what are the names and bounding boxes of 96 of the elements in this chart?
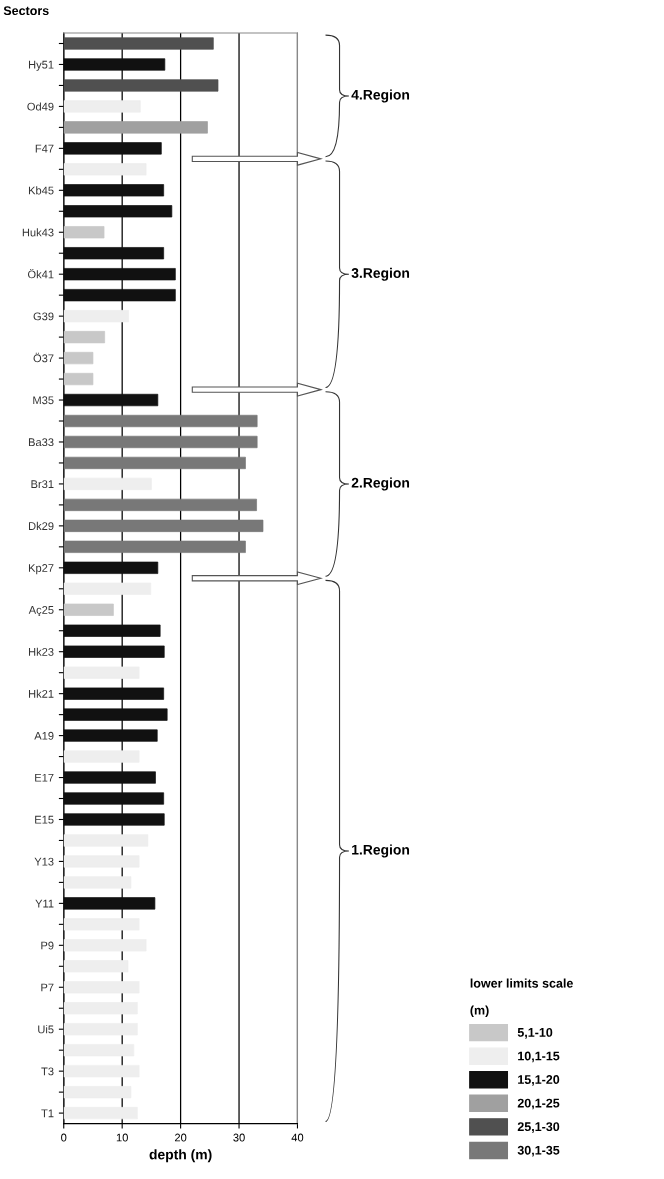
- bar: [63, 331, 105, 344]
- y-tick-label: F47: [35, 144, 54, 153]
- y-tick-label: Y13: [34, 857, 54, 866]
- y-tick-label: Aç25: [28, 606, 54, 617]
- bar: [63, 205, 173, 218]
- y-tick-label: T1: [41, 1109, 54, 1118]
- bar: [63, 918, 140, 931]
- y-tick-label: Dk29: [29, 521, 54, 530]
- text: 3.Region: [351, 267, 410, 281]
- bar: [63, 372, 94, 386]
- bar: [63, 351, 94, 365]
- y-tick-label: M35: [33, 396, 54, 405]
- legend-label: 10,1-15: [518, 1051, 560, 1063]
- y-tick-label: P7: [41, 983, 54, 992]
- bar: [63, 981, 140, 994]
- bar: [63, 540, 246, 553]
- bar: [63, 666, 140, 679]
- text: 4.Region: [351, 89, 410, 103]
- y-tick-label: A19: [34, 731, 54, 740]
- bar: [63, 184, 165, 197]
- bar: [63, 37, 214, 50]
- legend-label: 5,1-10: [517, 1027, 553, 1039]
- legend-label: 15,1-20: [518, 1075, 560, 1086]
- bar: [63, 226, 105, 239]
- bar: [63, 498, 257, 512]
- bar: [63, 1106, 138, 1120]
- bar: [63, 163, 147, 176]
- x-axis-title: depth (m): [149, 1149, 212, 1163]
- text: 1.Region: [352, 844, 410, 858]
- x-tick-label: 0: [61, 1133, 67, 1142]
- bar: [63, 1023, 138, 1036]
- x-tick-label: 10: [116, 1133, 128, 1142]
- y-tick-label: Huk43: [22, 228, 54, 237]
- bar: [63, 960, 129, 973]
- bar: [63, 456, 246, 470]
- bar: [63, 58, 166, 71]
- y-tick-label: T3: [41, 1067, 54, 1076]
- x-tick-label: 30: [233, 1133, 245, 1142]
- bar: [63, 876, 132, 889]
- bar: [63, 645, 165, 658]
- bar: [63, 855, 140, 868]
- y-tick-label: Ba33: [28, 438, 54, 447]
- bar: [63, 393, 159, 407]
- bar: [63, 414, 258, 428]
- y-tick-label: Kb45: [28, 186, 54, 195]
- legend-label: 20,1-25: [517, 1098, 560, 1110]
- bar: [63, 435, 258, 449]
- bar: [63, 582, 152, 595]
- bar: [63, 100, 141, 113]
- bar: [63, 834, 149, 847]
- bar: [63, 729, 158, 742]
- y-tick-label: Hk23: [29, 647, 54, 656]
- bar: [63, 561, 159, 574]
- text: lower limits scale (m): [470, 978, 573, 1018]
- y-tick-label: G39: [33, 312, 54, 321]
- y-tick-label: E17: [35, 773, 54, 782]
- y-axis-title: Sectors: [3, 6, 49, 16]
- bar: [63, 813, 165, 826]
- y-tick-label: Od49: [27, 102, 54, 111]
- bar: [63, 247, 165, 260]
- bar: [63, 897, 156, 910]
- x-tick-label: 20: [174, 1133, 187, 1142]
- y-tick-label: E15: [35, 815, 54, 824]
- y-tick-label: Ö37: [33, 352, 54, 363]
- bar: [63, 79, 219, 92]
- y-tick-label: Ui5: [38, 1025, 54, 1034]
- y-tick-label: Kp27: [28, 564, 54, 575]
- bar: [63, 1065, 140, 1078]
- bar: [63, 477, 152, 491]
- legend-label: 25,1-30: [517, 1122, 560, 1133]
- y-tick-label: Br31: [31, 480, 54, 489]
- bar: [63, 771, 156, 784]
- legend-label: 30,1-35: [517, 1145, 560, 1157]
- bar: [63, 624, 161, 637]
- y-tick-label: Hk21: [29, 689, 54, 698]
- bar: [63, 792, 165, 805]
- text: 2.Region: [351, 477, 410, 491]
- bar: [63, 1044, 135, 1057]
- bar: [63, 519, 264, 532]
- y-tick-label: Y11: [35, 899, 54, 908]
- bar: [63, 939, 147, 952]
- bar: [63, 687, 165, 700]
- bar: [63, 750, 140, 763]
- y-tick-label: Hy51: [29, 60, 54, 71]
- y-tick-label: P9: [41, 941, 54, 950]
- y-tick-label: Ök41: [27, 268, 54, 279]
- bar: [63, 708, 168, 721]
- bar: [63, 310, 129, 323]
- bar: [63, 289, 176, 302]
- bar: [63, 603, 114, 616]
- bar: [63, 1086, 132, 1099]
- bar: [63, 268, 176, 281]
- bar: [63, 1002, 138, 1015]
- x-tick-label: 40: [291, 1133, 304, 1142]
- bar: [63, 142, 162, 155]
- bar: [63, 121, 208, 134]
